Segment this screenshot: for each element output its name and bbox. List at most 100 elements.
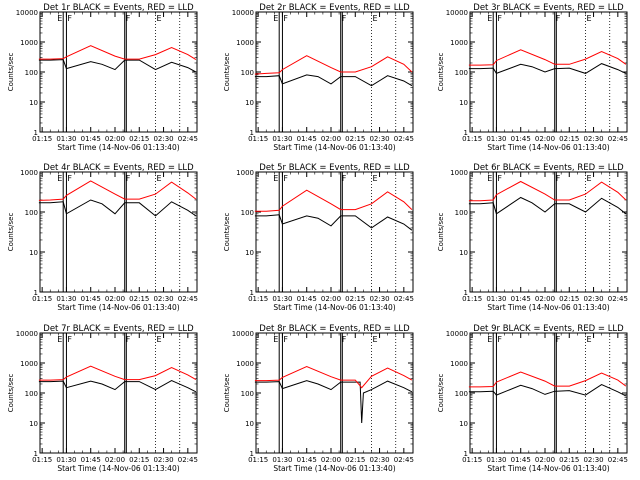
x-tick-label: 01:15 bbox=[32, 135, 52, 143]
marker-label: F bbox=[67, 174, 72, 183]
x-tick-label: 01:45 bbox=[297, 295, 317, 303]
marker-label: E bbox=[586, 174, 591, 183]
x-tick-label: 01:30 bbox=[486, 456, 506, 464]
chart-title: Det 8r BLACK = Events, RED = LLD bbox=[259, 324, 410, 334]
marker-label: F bbox=[283, 14, 288, 23]
x-tick-label: 02:30 bbox=[153, 456, 173, 464]
marker-label: E bbox=[487, 335, 492, 344]
y-axis-label: Counts/sec bbox=[223, 213, 231, 252]
marker-label: E bbox=[372, 335, 377, 344]
x-tick-label: 02:45 bbox=[178, 456, 198, 464]
marker-label: F bbox=[556, 14, 561, 23]
x-axis-label: Start Time (14-Nov-06 01:13:40) bbox=[487, 303, 609, 312]
y-tick-label: 100 bbox=[241, 209, 254, 217]
y-tick-label: 10 bbox=[245, 99, 254, 107]
marker-label: E bbox=[487, 174, 492, 183]
y-tick-label: 1 bbox=[34, 129, 38, 137]
marker-label: F bbox=[497, 174, 502, 183]
marker-label: F bbox=[126, 174, 131, 183]
y-tick-label: 1 bbox=[34, 450, 38, 458]
y-tick-label: 1 bbox=[464, 129, 468, 137]
x-tick-label: 01:15 bbox=[462, 295, 482, 303]
x-axis-label: Start Time (14-Nov-06 01:13:40) bbox=[57, 464, 179, 473]
x-tick-label: 01:30 bbox=[272, 135, 292, 143]
x-tick-label: 01:30 bbox=[56, 135, 76, 143]
x-tick-label: 02:45 bbox=[608, 456, 628, 464]
y-tick-label: 100 bbox=[241, 69, 254, 77]
y-tick-label: 10000 bbox=[16, 9, 38, 17]
chart-title: Det 1r BLACK = Events, RED = LLD bbox=[43, 3, 194, 13]
y-tick-label: 10 bbox=[459, 249, 468, 257]
x-tick-label: 01:15 bbox=[248, 456, 268, 464]
x-tick-label: 02:00 bbox=[105, 135, 125, 143]
y-tick-label: 10000 bbox=[446, 330, 468, 338]
lld-series-line bbox=[38, 180, 197, 201]
y-tick-label: 1000 bbox=[236, 169, 254, 177]
y-tick-label: 10 bbox=[29, 249, 38, 257]
y-tick-label: 100 bbox=[25, 69, 38, 77]
x-tick-label: 01:45 bbox=[81, 295, 101, 303]
y-tick-label: 1000 bbox=[20, 169, 38, 177]
marker-label: F bbox=[342, 14, 347, 23]
y-tick-label: 10 bbox=[245, 249, 254, 257]
marker-label: F bbox=[126, 335, 131, 344]
y-tick-label: 100 bbox=[455, 69, 468, 77]
marker-label: E bbox=[372, 174, 377, 183]
x-tick-label: 01:15 bbox=[32, 456, 52, 464]
chart-title: Det 6r BLACK = Events, RED = LLD bbox=[473, 163, 624, 173]
y-tick-label: 10000 bbox=[232, 330, 254, 338]
marker-label: F bbox=[556, 174, 561, 183]
y-axis-label: Counts/sec bbox=[223, 53, 231, 92]
y-tick-label: 10 bbox=[245, 420, 254, 428]
y-tick-label: 10 bbox=[29, 99, 38, 107]
x-axis-label: Start Time (14-Nov-06 01:13:40) bbox=[273, 303, 395, 312]
x-tick-label: 02:30 bbox=[153, 295, 173, 303]
marker-label: E bbox=[57, 335, 62, 344]
lld-series-line bbox=[38, 365, 197, 381]
y-axis-label: Counts/sec bbox=[437, 213, 445, 252]
x-tick-label: 02:00 bbox=[105, 456, 125, 464]
x-tick-label: 02:30 bbox=[369, 135, 389, 143]
x-tick-label: 02:45 bbox=[178, 135, 198, 143]
x-tick-label: 02:30 bbox=[369, 456, 389, 464]
events-series-line bbox=[468, 63, 627, 75]
lld-series-line bbox=[468, 371, 627, 388]
y-tick-label: 100 bbox=[25, 209, 38, 217]
marker-label: E bbox=[156, 14, 161, 23]
events-series-line bbox=[38, 199, 197, 217]
y-tick-label: 1000 bbox=[450, 360, 468, 368]
marker-label: F bbox=[283, 174, 288, 183]
plot-frame bbox=[39, 171, 198, 293]
x-axis-label: Start Time (14-Nov-06 01:13:40) bbox=[273, 143, 395, 152]
x-tick-label: 02:00 bbox=[535, 295, 555, 303]
x-tick-label: 02:15 bbox=[345, 135, 365, 143]
lld-series-line bbox=[254, 55, 413, 75]
chart-panel: Det 3r BLACK = Events, RED = LLD 1 10 100 10… bbox=[437, 3, 628, 152]
x-axis-label: Start Time (14-Nov-06 01:13:40) bbox=[487, 464, 609, 473]
events-series-line bbox=[254, 380, 413, 424]
x-tick-label: 01:30 bbox=[272, 295, 292, 303]
x-tick-label: 01:30 bbox=[56, 295, 76, 303]
y-tick-label: 1000 bbox=[236, 39, 254, 47]
chart-panel: Det 5r BLACK = Events, RED = LLD 1 10 100 10… bbox=[223, 163, 414, 312]
x-tick-label: 01:15 bbox=[248, 295, 268, 303]
y-tick-label: 1 bbox=[250, 289, 254, 297]
x-tick-label: 01:30 bbox=[486, 295, 506, 303]
chart-title: Det 7r BLACK = Events, RED = LLD bbox=[43, 324, 194, 334]
marker-label: E bbox=[487, 14, 492, 23]
events-series-line bbox=[254, 214, 413, 231]
x-tick-label: 01:15 bbox=[248, 135, 268, 143]
chart-panel: Det 6r BLACK = Events, RED = LLD 1 10 100 10… bbox=[437, 163, 628, 312]
marker-label: E bbox=[586, 335, 591, 344]
y-tick-label: 1000 bbox=[450, 169, 468, 177]
y-tick-label: 1 bbox=[250, 129, 254, 137]
y-tick-label: 100 bbox=[455, 390, 468, 398]
marker-label: F bbox=[497, 14, 502, 23]
events-series-line bbox=[254, 74, 413, 87]
chart-title: Det 9r BLACK = Events, RED = LLD bbox=[473, 324, 624, 334]
marker-label: E bbox=[273, 174, 278, 183]
plot-frame bbox=[255, 171, 414, 293]
marker-label: E bbox=[57, 174, 62, 183]
marker-label: E bbox=[372, 14, 377, 23]
